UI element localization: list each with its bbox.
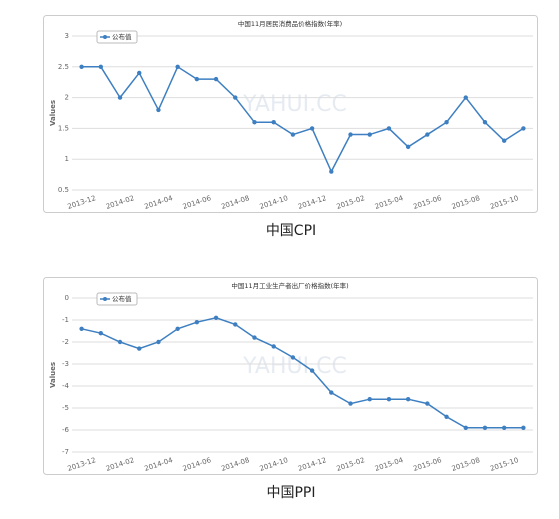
point <box>194 320 200 325</box>
chart-caption: 中国PPI <box>266 485 315 501</box>
legend-box <box>96 292 138 306</box>
point <box>501 425 507 430</box>
point <box>329 169 334 174</box>
point <box>386 397 392 402</box>
y-tick-label: 0.5 <box>58 186 69 194</box>
point <box>444 414 449 419</box>
legend-marker <box>103 297 107 301</box>
chart-title: 中国11月居民消费品价格指数(年率) <box>238 19 342 28</box>
point <box>482 425 488 430</box>
point <box>252 335 257 340</box>
y-tick-label: 2.5 <box>58 63 69 71</box>
y-tick-label: -2 <box>62 338 69 346</box>
point <box>79 326 84 331</box>
chart-title: 中国11月工业生产者出厂价格指数(年率) <box>231 281 348 290</box>
legend-marker <box>103 35 107 39</box>
point <box>233 322 238 327</box>
point <box>425 401 430 406</box>
point <box>252 120 257 125</box>
point <box>501 138 507 143</box>
y-tick-label: -7 <box>62 448 69 456</box>
y-tick-label: 3 <box>65 32 69 40</box>
y-axis-label: Values <box>49 100 57 126</box>
point <box>156 339 161 345</box>
point <box>348 401 353 406</box>
point <box>367 397 372 402</box>
point <box>405 144 411 150</box>
point <box>444 120 449 125</box>
point <box>156 107 161 113</box>
line <box>81 317 524 429</box>
point <box>175 64 180 70</box>
line <box>81 65 524 174</box>
point <box>367 132 372 137</box>
point <box>463 425 468 430</box>
point <box>482 120 488 125</box>
chart-frame <box>43 15 538 213</box>
y-tick-label: 1 <box>65 155 69 163</box>
point <box>194 76 200 82</box>
point <box>329 390 334 395</box>
legend-label: 公布值 <box>112 32 132 41</box>
point <box>405 397 411 402</box>
point <box>425 132 430 137</box>
chart-frame <box>43 277 538 475</box>
point <box>79 64 84 70</box>
point <box>233 95 238 100</box>
y-tick-label: 1.5 <box>58 124 69 132</box>
point <box>290 355 296 360</box>
point <box>213 315 219 320</box>
point <box>521 425 526 430</box>
y-tick-label: -6 <box>62 426 70 434</box>
point <box>348 132 353 137</box>
point <box>271 120 276 125</box>
chart-caption: 中国CPI <box>266 223 316 239</box>
legend-box <box>96 30 138 44</box>
point <box>463 95 468 100</box>
point <box>271 344 276 349</box>
y-tick-label: -1 <box>62 316 69 324</box>
point <box>213 76 219 82</box>
y-tick-label: -3 <box>62 360 69 368</box>
point <box>175 326 180 331</box>
y-tick-label: -5 <box>62 404 69 412</box>
watermark: YAHUI.CC <box>242 92 347 117</box>
point <box>386 126 392 131</box>
point <box>117 339 123 345</box>
y-axis-label: Values <box>49 362 57 388</box>
point <box>117 95 123 100</box>
y-tick-label: -4 <box>62 382 70 390</box>
point <box>309 368 315 373</box>
point <box>137 70 142 76</box>
y-tick-label: 2 <box>65 94 69 102</box>
y-tick-label: 0 <box>65 294 69 302</box>
legend-label: 公布值 <box>112 294 132 303</box>
point <box>290 132 296 137</box>
point <box>98 331 104 336</box>
point <box>98 64 104 70</box>
point <box>137 346 142 351</box>
point <box>309 126 315 131</box>
point <box>521 126 526 131</box>
